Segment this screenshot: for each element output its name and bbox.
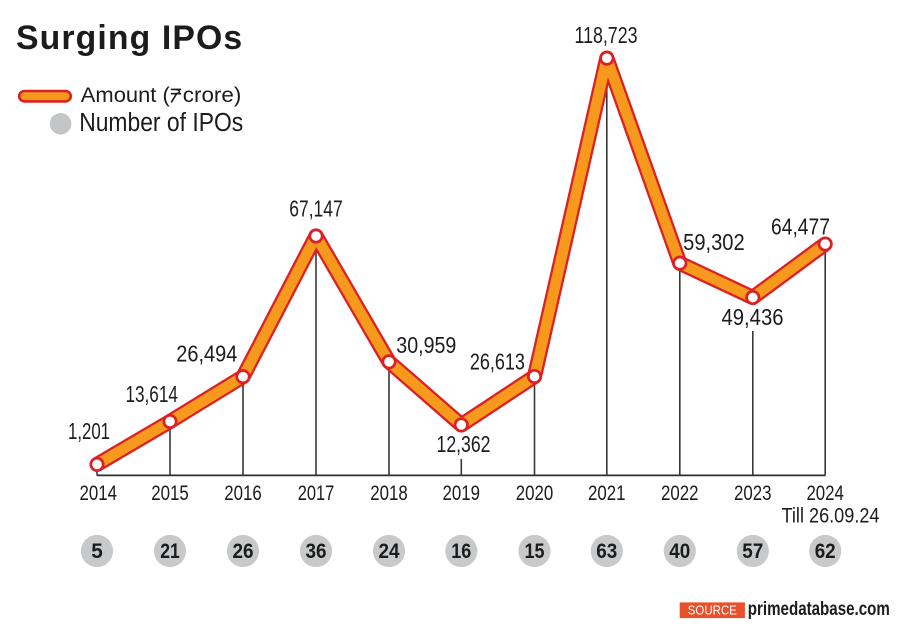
svg-text:2016: 2016 (224, 481, 262, 505)
svg-text:49,436: 49,436 (722, 304, 784, 330)
svg-text:2019: 2019 (443, 481, 481, 505)
svg-text:Till 26.09.24: Till 26.09.24 (782, 502, 880, 527)
svg-text:30,959: 30,959 (396, 332, 456, 358)
svg-text:1,201: 1,201 (68, 418, 110, 444)
svg-text:21: 21 (160, 540, 180, 563)
svg-text:2015: 2015 (151, 481, 189, 505)
svg-text:36: 36 (306, 540, 327, 563)
svg-text:67,147: 67,147 (289, 196, 343, 222)
svg-text:Surging IPOs: Surging IPOs (16, 19, 243, 57)
svg-text:5: 5 (91, 540, 103, 563)
svg-text:15: 15 (525, 540, 545, 563)
svg-text:primedatabase.com: primedatabase.com (748, 598, 890, 620)
svg-text:2014: 2014 (80, 481, 118, 505)
svg-text:2021: 2021 (588, 481, 626, 505)
svg-text:24: 24 (379, 540, 400, 563)
svg-text:26,494: 26,494 (176, 341, 237, 367)
svg-text:64,477: 64,477 (771, 213, 830, 239)
svg-text:118,723: 118,723 (575, 22, 638, 48)
svg-text:Number of IPOs: Number of IPOs (79, 109, 243, 137)
svg-text:59,302: 59,302 (683, 229, 745, 255)
svg-text:26: 26 (233, 540, 254, 563)
svg-text:2017: 2017 (298, 481, 335, 505)
svg-text:2022: 2022 (661, 481, 699, 505)
svg-text:62: 62 (815, 540, 836, 563)
svg-text:63: 63 (596, 540, 617, 563)
svg-text:crore): crore) (183, 83, 242, 107)
svg-text:13,614: 13,614 (125, 381, 178, 407)
svg-text:2023: 2023 (734, 481, 772, 505)
svg-text:40: 40 (669, 540, 690, 563)
svg-text:2024: 2024 (806, 481, 844, 505)
svg-text:2018: 2018 (370, 481, 408, 505)
svg-text:57: 57 (742, 540, 763, 563)
svg-text:16: 16 (451, 540, 471, 563)
svg-text:SOURCE: SOURCE (688, 603, 737, 618)
svg-text:Amount (: Amount ( (81, 83, 170, 107)
svg-text:26,613: 26,613 (470, 348, 525, 374)
svg-text:2020: 2020 (516, 481, 554, 505)
svg-text:12,362: 12,362 (437, 431, 491, 457)
